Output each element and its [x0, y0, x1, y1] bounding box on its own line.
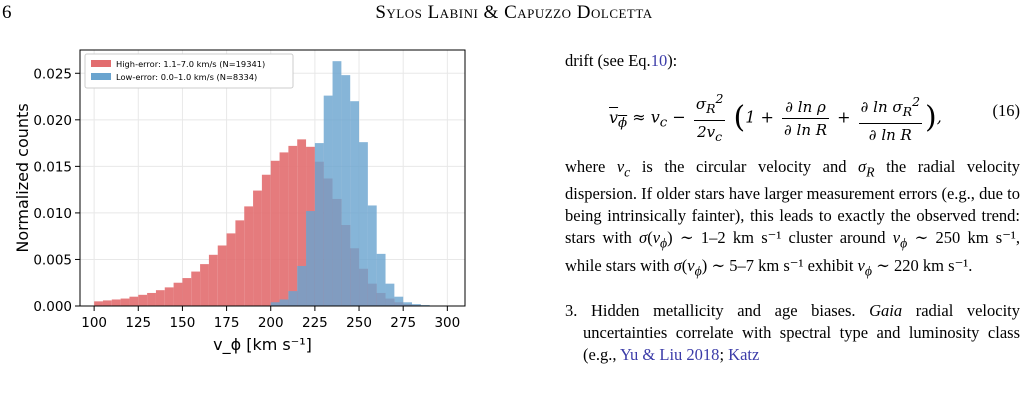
list-item-3: 3. Hidden metallicity and age biases. Ga… — [565, 300, 1020, 366]
bar-low-error — [376, 253, 386, 306]
legend-swatch — [91, 73, 111, 80]
legend-entry: High-error: 1.1–7.0 km/s (N=19341) — [116, 59, 265, 69]
bar-low-error — [306, 211, 315, 306]
bar-high-error — [191, 271, 201, 306]
y-tick-label: 0.020 — [33, 113, 72, 129]
running-head: Sylos Labini & Capuzzo Dolcetta — [375, 2, 653, 23]
bar-low-error — [412, 304, 421, 306]
bar-low-error — [297, 265, 307, 306]
x-axis-label: v_ϕ [km s⁻¹] — [213, 335, 312, 355]
bar-high-error — [217, 245, 227, 306]
item-body: radial velocity uncertainties correlate … — [583, 300, 1021, 364]
bar-low-error — [385, 283, 395, 306]
bar-high-error — [279, 152, 289, 306]
bar-high-error — [208, 254, 218, 306]
item-number: 3. — [565, 300, 578, 320]
bar-high-error — [270, 160, 280, 306]
x-axis-ticks: 100 125 150 175 200 225 250 275 300 — [81, 306, 460, 331]
bar-high-error — [182, 278, 192, 306]
bar-low-error — [323, 95, 333, 306]
bar-low-error — [270, 302, 280, 306]
drift-end: ): — [667, 51, 678, 70]
bar-low-error — [332, 61, 342, 306]
y-axis-ticks: 0.000 0.005 0.010 0.015 0.020 0.025 — [33, 66, 80, 315]
bar-high-error — [226, 233, 236, 306]
bar-high-error — [102, 300, 112, 306]
bar-high-error — [253, 190, 262, 306]
x-tick-label: 275 — [390, 315, 416, 331]
citation-katz[interactable]: Katz — [728, 344, 760, 364]
eq-ref-link[interactable]: 10 — [650, 51, 668, 70]
bar-low-error — [394, 296, 404, 306]
x-tick-label: 100 — [81, 315, 107, 331]
bar-high-error — [120, 298, 130, 306]
bar-high-error — [297, 139, 307, 306]
bar-high-error — [164, 287, 174, 306]
item-title: Hidden metallicity and age biases. — [590, 300, 856, 320]
bar-low-error — [341, 75, 351, 306]
bar-low-error — [359, 142, 368, 306]
bar-low-error — [279, 299, 289, 306]
bar-high-error — [138, 294, 148, 306]
bar-high-error — [288, 145, 298, 306]
page-number: 6 — [2, 2, 12, 23]
legend-entry: Low-error: 0.0–1.0 km/s (N=8334) — [116, 72, 257, 82]
legend-swatch — [91, 60, 111, 67]
bar-high-error — [173, 282, 183, 306]
drift-text: drift (see Eq. — [565, 51, 651, 70]
bar-high-error — [111, 299, 121, 306]
gaia-italic: Gaia — [869, 300, 903, 320]
x-tick-label: 300 — [434, 315, 460, 331]
bar-low-error — [403, 302, 413, 306]
drift-line: drift (see Eq.10): — [565, 50, 1020, 72]
bar-low-error — [367, 205, 377, 306]
y-tick-label: 0.000 — [33, 299, 72, 315]
citation-yu-liu[interactable]: Yu & Liu 2018 — [619, 344, 720, 364]
x-tick-label: 150 — [170, 315, 196, 331]
bar-high-error — [244, 206, 254, 306]
legend-box — [84, 53, 294, 89]
citation-sep: ; — [719, 344, 725, 364]
bar-high-error — [235, 220, 245, 306]
bar-high-error — [129, 296, 139, 306]
histogram-figure: 100 125 150 175 200 225 250 275 300 0.0000.0050.… — [13, 49, 466, 355]
x-tick-label: 200 — [258, 315, 284, 331]
bar-low-error — [314, 143, 324, 306]
bar-high-error — [147, 292, 156, 306]
x-tick-label: 175 — [214, 315, 240, 331]
bar-low-error — [288, 291, 298, 306]
bar-high-error — [200, 264, 209, 306]
y-tick-label: 0.015 — [33, 159, 72, 175]
plot-frame — [79, 49, 466, 307]
page-header: 6 Sylos Labini & Capuzzo Dolcetta — [0, 2, 1028, 32]
equation-16: vϕ ≈ vc − σR2 2vc (1 + ∂ ln ρ ∂ ln R + ∂ l… — [565, 82, 1021, 144]
equation-number: (16) — [992, 101, 1021, 120]
y-tick-label: 0.010 — [33, 206, 72, 222]
y-axis-label: Normalized counts — [13, 103, 32, 252]
x-tick-label: 225 — [302, 315, 328, 331]
paragraph-where: where vc is the circular velocity and σR… — [565, 157, 1020, 278]
x-tick-label: 250 — [346, 315, 372, 331]
text-column: drift (see Eq.10): vϕ ≈ vc − σR2 2vc (1 +… — [565, 50, 1020, 366]
series-low-error — [270, 61, 430, 306]
y-tick-label: 0.005 — [33, 252, 72, 268]
bar-high-error — [155, 290, 165, 306]
bar-high-error — [261, 174, 271, 306]
y-tick-label: 0.025 — [33, 66, 72, 82]
bar-low-error — [350, 101, 360, 306]
chart-legend: High-error: 1.1–7.0 km/s (N=19341) Low-er… — [84, 53, 294, 89]
bar-high-error — [94, 301, 103, 306]
x-tick-label: 125 — [125, 315, 151, 331]
